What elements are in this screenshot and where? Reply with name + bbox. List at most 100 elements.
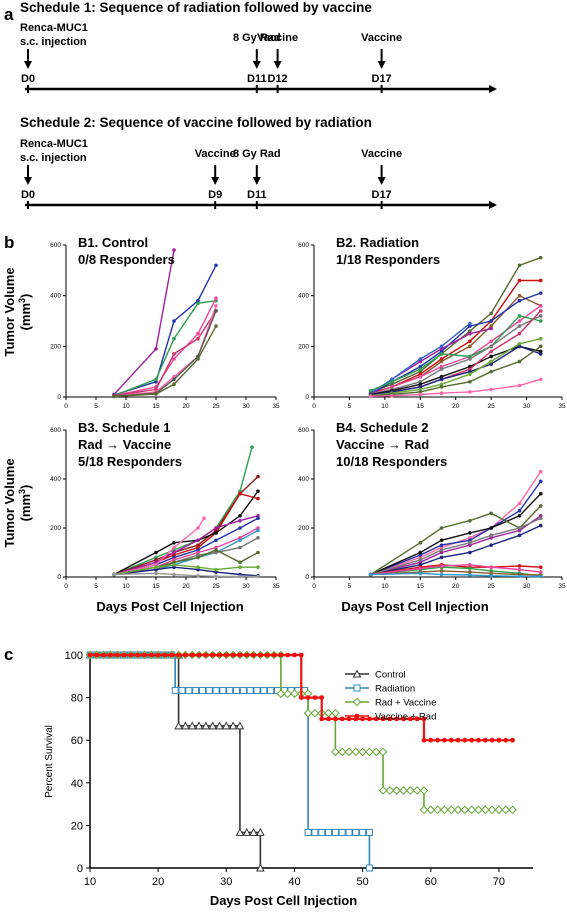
data-point [196, 301, 200, 306]
marker-square [212, 687, 220, 695]
data-point [538, 469, 543, 474]
x-tick-label: 25 [488, 403, 496, 410]
data-point [517, 501, 522, 506]
panel-c-label: c [4, 645, 13, 664]
data-point [517, 331, 522, 336]
marker-diamond [283, 689, 292, 699]
marker-square [331, 828, 339, 836]
schedule2-title: Schedule 2: Sequence of vaccine followed… [20, 115, 372, 130]
data-point [196, 526, 200, 530]
data-point [489, 369, 493, 374]
data-point [538, 255, 543, 260]
y-tick-label: 200 [50, 525, 61, 532]
data-point [172, 572, 176, 577]
data-point [489, 324, 493, 328]
marker-circle [298, 695, 304, 700]
data-point [538, 291, 543, 295]
panel-b-label: b [4, 233, 14, 252]
marker-circle [367, 716, 372, 722]
data-point [538, 504, 543, 508]
marker-circle [394, 716, 400, 722]
data-point [468, 331, 472, 336]
series-line-1 [113, 264, 217, 396]
marker-diamond [419, 786, 429, 795]
survival-curve-1 [90, 654, 371, 868]
marker-square [359, 828, 367, 836]
marker-circle [319, 716, 325, 722]
data-point [418, 392, 423, 397]
marker-circle [414, 716, 420, 722]
data-point [418, 566, 423, 571]
data-point [468, 550, 472, 555]
data-point [468, 531, 472, 535]
x-tick-label: 15 [417, 583, 425, 590]
chart-title-line: B3. Schedule 1 [78, 420, 170, 435]
data-point [112, 572, 116, 577]
data-point [489, 359, 493, 364]
marker-circle [128, 652, 134, 658]
y-tick-label: 20 [71, 820, 83, 832]
data-point [196, 565, 200, 569]
event-day-d17: D17 [372, 189, 392, 201]
marker-circle [476, 737, 481, 743]
marker-circle [108, 652, 113, 658]
marker-circle [101, 652, 107, 658]
marker-circle [510, 737, 515, 743]
series-line-8 [370, 315, 542, 396]
data-point [154, 550, 158, 555]
marker-circle [142, 652, 147, 658]
event-label-d11: 8 Gy Rad [233, 32, 281, 44]
chart-title-line: B2. Radiation [336, 235, 419, 250]
marker-circle [346, 716, 352, 722]
data-point [112, 394, 116, 399]
series-line-9 [370, 345, 541, 396]
y-tick-label: 600 [298, 242, 309, 249]
data-point [489, 326, 493, 331]
marker-triangle [228, 721, 238, 730]
data-point [517, 533, 522, 538]
event-label-d17: Vaccine [361, 32, 402, 44]
y-tick-label: 0 [57, 574, 61, 581]
ylabel-top-line1: Tumor Volume [2, 267, 17, 356]
chart-title-line: 1/18 Responders [336, 252, 440, 267]
marker-triangle [215, 721, 224, 730]
marker-diamond [433, 805, 442, 815]
marker-triangle [256, 827, 265, 836]
marker-square [352, 828, 360, 836]
chart-b2: 0 5 10 15 20 25 30 35 0 200 400 600 B2. Radiation 1/1… [298, 235, 566, 410]
data-point [196, 538, 200, 543]
legend-label: Rad + Vaccine [375, 698, 436, 709]
data-point [439, 569, 444, 573]
marker-diamond [440, 805, 449, 815]
data-point [489, 511, 493, 516]
marker-circle [87, 652, 93, 658]
marker-circle [94, 652, 100, 658]
data-point [489, 319, 493, 323]
marker-diamond [337, 747, 347, 757]
y-tick-label: 60 [71, 735, 83, 747]
marker-square [178, 687, 186, 695]
data-point [489, 362, 493, 366]
data-point [154, 377, 158, 382]
data-point [214, 304, 218, 308]
data-point [256, 550, 260, 555]
data-point [538, 349, 543, 354]
ylabel-bottom-unit: (mm [18, 494, 33, 521]
data-point [172, 562, 176, 567]
marker-circle [326, 716, 331, 722]
data-point [238, 491, 242, 496]
marker-circle [428, 737, 434, 743]
data-point [538, 377, 543, 382]
series-line-0 [370, 471, 542, 576]
data-point [517, 513, 522, 518]
data-point [468, 390, 472, 394]
data-point [256, 489, 260, 494]
x-tick-label: 60 [425, 876, 437, 888]
data-point [256, 536, 260, 540]
ylabel-bottom-line2: (mm3) [17, 485, 33, 522]
marker-triangle [174, 721, 183, 730]
series-line-14 [370, 378, 541, 397]
series-line-7 [370, 315, 541, 392]
chart-b4: 0 5 10 15 20 25 30 35 0 200 400 600 B4. Schedule 2 Va… [298, 420, 566, 590]
data-point [172, 248, 176, 252]
